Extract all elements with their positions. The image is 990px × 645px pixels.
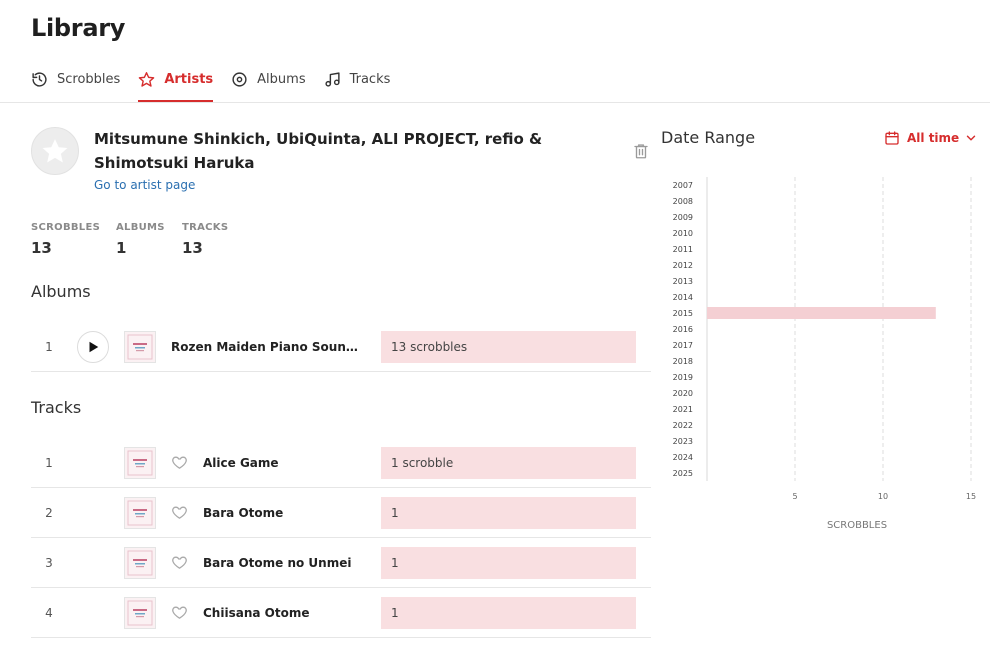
chart-category-label: 2012 [673,261,693,270]
stat-label: TRACKS [182,222,229,233]
library-tabs: Scrobbles Artists Albums Tracks [31,64,408,102]
star-icon [42,139,68,163]
chart-category-label: 2013 [673,277,693,286]
heart-icon[interactable] [171,504,188,521]
tab-tracks[interactable]: Tracks [324,64,391,102]
stat-label: SCROBBLES [31,222,101,233]
chart-category-label: 2009 [673,213,693,222]
trash-icon [634,144,648,159]
track-rank: 1 [45,456,53,470]
chart-category-label: 2021 [673,405,693,414]
scrobble-count-bar: 1 [381,547,636,579]
tracks-section-title: Tracks [31,398,82,417]
chart-category-label: 2024 [673,453,693,462]
chart-category-label: 2015 [673,309,693,318]
tab-label: Tracks [349,71,391,87]
heart-icon[interactable] [171,454,188,471]
stat-albums: ALBUMS 1 [116,222,165,257]
track-row[interactable]: 1 Alice Game 1 scrobble [31,438,651,488]
chart-category-label: 2025 [673,469,693,478]
play-icon [89,341,99,353]
artist-name: Mitsumune Shinkich, UbiQuinta, ALI PROJE… [94,130,543,172]
page-title: Library [31,14,126,42]
track-row[interactable]: 3 Bara Otome no Unmei 1 [31,538,651,588]
stat-value: 13 [31,239,52,257]
album-cover-art [125,598,155,628]
track-title[interactable]: Bara Otome [203,506,284,520]
date-range-value: All time [907,131,960,145]
tab-scrobbles[interactable]: Scrobbles [31,64,120,102]
albums-section-title: Albums [31,282,91,301]
scrobble-count-bar: 1 [381,497,636,529]
scrobble-count-bar: 1 scrobble [381,447,636,479]
track-title[interactable]: Bara Otome no Unmei [203,556,352,570]
chart-tick-label: 5 [792,492,797,501]
stat-value: 1 [116,239,127,257]
chart-category-label: 2008 [673,197,693,206]
heart-icon[interactable] [171,554,188,571]
chart-category-label: 2020 [673,389,693,398]
chart-category-label: 2010 [673,229,693,238]
scrobble-count-bar: 1 [381,597,636,629]
chevron-down-icon [966,135,976,141]
chart-tick-label: 15 [966,492,976,501]
music-note-icon [325,71,340,87]
stat-value: 13 [182,239,203,257]
album-title[interactable]: Rozen Maiden Piano Sound Al… [171,340,366,354]
album-cover-art [125,548,155,578]
artist-page-link[interactable]: Go to artist page [94,178,196,192]
album-cover-art [125,332,155,362]
track-row[interactable]: 4 Chiisana Otome 1 [31,588,651,638]
date-range-select[interactable]: All time [884,128,978,148]
chart-axis-label: SCROBBLES [827,520,887,531]
chart-category-label: 2007 [673,181,693,190]
chart-category-label: 2018 [673,357,693,366]
stat-scrobbles: SCROBBLES 13 [31,222,100,257]
track-cover[interactable] [124,447,156,479]
track-title[interactable]: Chiisana Otome [203,606,310,620]
album-rank: 1 [45,340,53,354]
track-cover[interactable] [124,597,156,629]
tab-artists[interactable]: Artists [138,64,213,102]
tab-label: Albums [257,71,306,87]
chart-category-label: 2011 [673,245,693,254]
tab-label: Scrobbles [57,71,121,87]
tab-albums[interactable]: Albums [231,64,306,102]
album-cover-art [125,448,155,478]
track-rank: 3 [45,556,53,570]
stat-label: ALBUMS [116,222,165,233]
album-cover-art [125,498,155,528]
disc-icon [232,71,247,87]
chart-category-label: 2023 [673,437,693,446]
chart-category-label: 2022 [673,421,693,430]
stat-tracks: TRACKS 13 [182,222,228,257]
tabs-divider [0,102,990,103]
track-title[interactable]: Alice Game [203,456,279,470]
track-cover[interactable] [124,547,156,579]
track-rank: 4 [45,606,53,620]
track-row[interactable]: 2 Bara Otome 1 [31,488,651,538]
date-range-chart: 5 10 15 2007 2008 2009 2010 2011 2012 2013 2014 201… [673,177,976,531]
chart-category-label: 2017 [673,341,693,350]
date-range-title: Date Range [661,128,756,147]
play-button[interactable] [77,331,109,363]
chart-bar [707,307,936,319]
track-rank: 2 [45,506,53,520]
artist-avatar [31,127,79,175]
album-cover[interactable] [124,331,156,363]
chart-category-label: 2014 [673,293,693,302]
history-icon [32,71,47,87]
album-row[interactable]: 1 Rozen Maiden Piano Sound Al… 13 scrobb… [31,322,651,372]
star-icon [139,71,155,87]
tab-label: Artists [164,71,214,87]
chart-tick-label: 10 [878,492,888,501]
chart-category-label: 2019 [673,373,693,382]
chart-category-label: 2016 [673,325,693,334]
heart-icon[interactable] [171,604,188,621]
track-cover[interactable] [124,497,156,529]
scrobble-count-bar: 13 scrobbles [381,331,636,363]
calendar-icon [885,131,899,145]
delete-button[interactable] [632,142,650,160]
